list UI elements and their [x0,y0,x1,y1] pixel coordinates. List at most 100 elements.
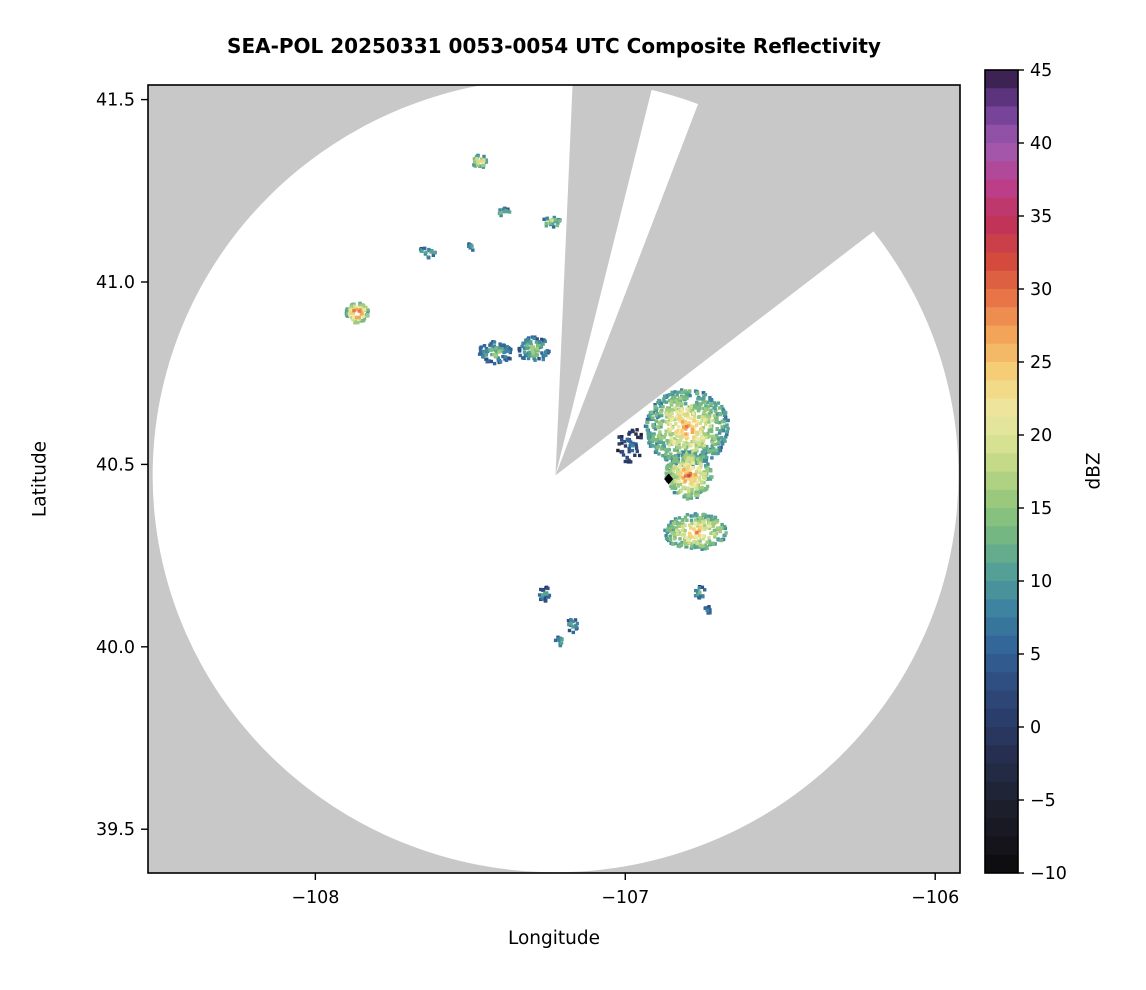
colorbar-segment [985,216,1018,235]
echo-patch-south-speck-c [553,635,564,648]
colorbar-segment [985,398,1018,418]
colorbar-tick-label: −10 [1030,864,1067,884]
colorbar-segment [985,343,1018,363]
y-tick-label: 39.5 [96,820,135,840]
echo-patch-main-mid [664,450,714,501]
echo-patch-north-speck-4 [467,242,475,252]
colorbar-tick-label: 10 [1030,572,1052,592]
plot-border [147,84,961,874]
echo-patch-north-speck-2 [542,215,562,229]
x-axis-ticks: −108 −107 −106 [291,873,959,908]
y-tick-label: 40.5 [96,455,135,475]
blocked-sector [555,85,653,476]
echo-patch-main-west-specks [616,428,643,464]
echo-patch-west-cell [344,301,370,325]
colorbar-tick-label: 35 [1030,207,1052,227]
echo-patch-north-cell [472,153,489,169]
colorbar-segment [985,745,1018,764]
colorbar-segment [985,781,1018,801]
x-tick-label: −107 [601,888,649,908]
colorbar-segment [985,325,1018,345]
colorbar-segment [985,708,1018,728]
colorbar-segment [985,672,1018,691]
colorbar-tick-label: 15 [1030,499,1052,519]
y-axis-ticks: 41.5 41.0 40.5 40.0 39.5 [96,91,148,840]
colorbar-segment [985,617,1018,637]
colorbar-segment [985,599,1018,618]
y-tick-label: 40.0 [96,638,135,658]
colorbar-segment [985,526,1018,545]
colorbar-tick-label: 25 [1030,353,1052,373]
colorbar-tick-label: 20 [1030,426,1052,446]
echo-patch-south-speck-a [537,585,552,603]
colorbar-segment [985,143,1018,162]
echo-patch-south-speck-b [566,618,579,635]
colorbar-tick-label: 45 [1030,61,1052,81]
echo-patch-north-speck-3 [418,246,437,260]
colorbar-segment [985,471,1018,491]
blocked-sector [555,85,960,476]
y-axis-label: Latitude [29,440,51,518]
echo-patch-se-speck-b [703,605,712,615]
colorbar-ticks: 45 40 35 30 25 20 15 10 5 0 −5 −10 [1018,61,1067,884]
y-tick-label: 41.5 [96,91,135,111]
echo-patch-west-cluster-a [477,340,513,366]
colorbar-segment [985,635,1018,655]
colorbar-segment [985,818,1018,837]
colorbar-segment [985,581,1018,600]
colorbar-segment [985,307,1018,326]
plot-border-rect [147,84,961,874]
colorbar-tick-label: 5 [1030,645,1041,665]
colorbar-segment [985,544,1018,564]
colorbar-gradient [985,70,1018,874]
colorbar-segment [985,270,1018,290]
y-tick-label: 41.0 [96,273,135,293]
colorbar-segment [985,88,1018,107]
radar-echoes [344,153,730,648]
colorbar-label: dBZ [1083,452,1105,490]
colorbar-segment [985,70,1018,89]
colorbar-tick-label: 0 [1030,718,1041,738]
colorbar-segment [985,453,1018,472]
colorbar-segment [985,234,1018,253]
colorbar-segment [985,562,1018,582]
radar-site-marker [664,473,674,485]
colorbar-segment [985,289,1018,308]
colorbar-segment [985,124,1018,144]
colorbar-segment [985,690,1018,710]
echo-patch-north-speck-1 [497,206,512,218]
echo-patch-main-south [663,512,728,551]
colorbar-segment [985,489,1018,509]
colorbar-border [984,69,1019,874]
colorbar: 45 40 35 30 25 20 15 10 5 0 −5 −10 [984,61,1067,884]
colorbar-segment [985,854,1018,874]
radar-coverage [152,85,960,873]
colorbar-segment [985,252,1018,272]
colorbar-tick-label: 40 [1030,134,1052,154]
colorbar-tick-label: −5 [1030,791,1056,811]
echo-patch-main-north [643,388,730,468]
colorbar-segment [985,763,1018,783]
colorbar-segment [985,800,1018,819]
colorbar-segment [985,508,1018,527]
colorbar-segment [985,362,1018,381]
colorbar-segment [985,416,1018,436]
colorbar-segment [985,836,1018,856]
colorbar-segment [985,435,1018,454]
echo-patch-west-cluster-b [517,335,551,362]
colorbar-segment [985,179,1018,199]
blocked-sector-wedges [555,85,960,476]
colorbar-segment [985,380,1018,399]
colorbar-tick-label: 30 [1030,280,1052,300]
echo-patch-se-speck-a [693,585,707,600]
colorbar-segment [985,727,1018,746]
chart-title: SEA-POL 20250331 0053-0054 UTC Composite… [227,34,881,58]
x-tick-label: −106 [911,888,959,908]
colorbar-segment [985,654,1018,673]
x-axis-label: Longitude [507,928,600,949]
colorbar-segment [985,197,1018,217]
x-tick-label: −108 [291,888,339,908]
colorbar-segment [985,106,1018,126]
